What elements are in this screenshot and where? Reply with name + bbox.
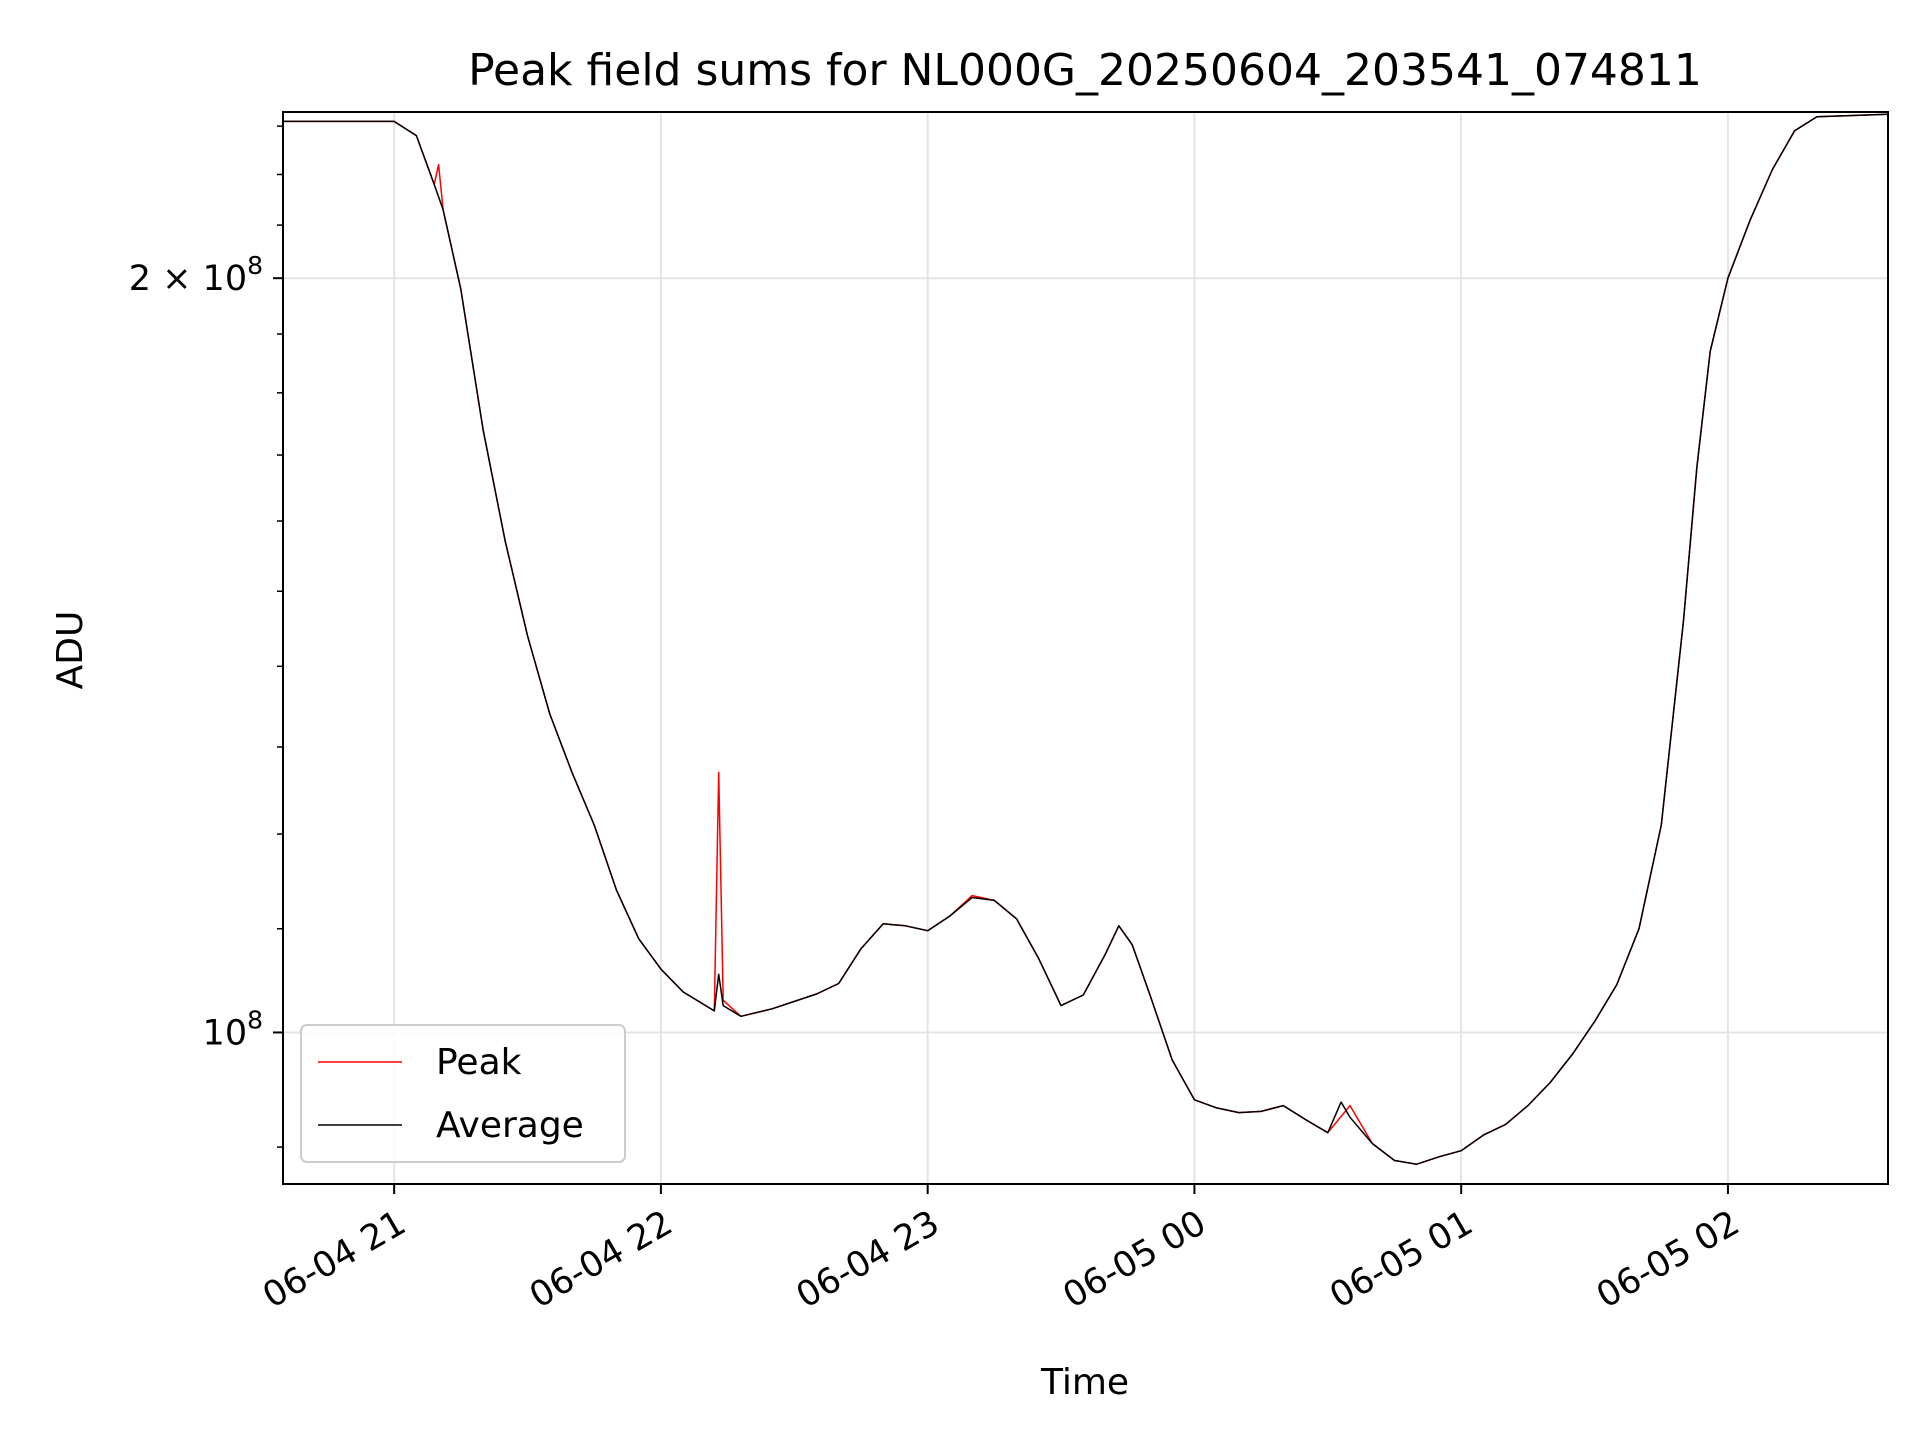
chart-title: Peak field sums for NL000G_20250604_2035… bbox=[468, 45, 1702, 96]
legend-label: Average bbox=[436, 1105, 584, 1146]
legend-box bbox=[300, 1024, 626, 1163]
legend-label: Peak bbox=[436, 1042, 522, 1083]
x-axis-label: Time bbox=[1040, 1362, 1129, 1403]
series-line-average bbox=[283, 113, 1889, 1165]
series-layer bbox=[283, 113, 1889, 1165]
y-tick-label: 2 × 108 bbox=[129, 251, 263, 299]
legend: Peak Average bbox=[300, 1024, 626, 1163]
plot-frame bbox=[282, 111, 1889, 1185]
y-axis-label: ADU bbox=[50, 611, 91, 690]
